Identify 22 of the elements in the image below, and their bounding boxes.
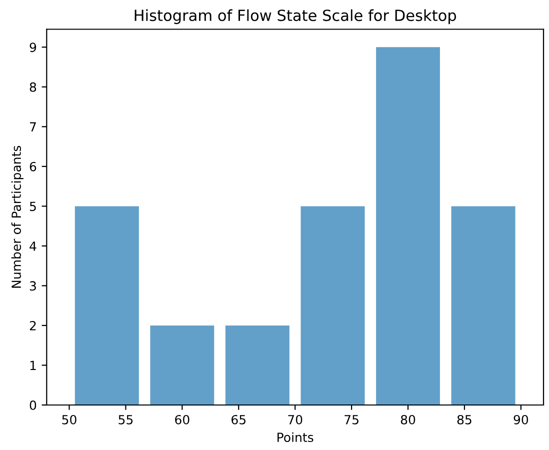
y-tick-label: 6 <box>30 162 36 172</box>
chart-title: Histogram of Flow State Scale for Desktop <box>134 9 456 24</box>
y-tick-label: 1 <box>30 360 36 370</box>
y-tick-label: 0 <box>30 400 36 410</box>
y-tick-label: 2 <box>30 320 36 330</box>
x-axis-title: Points <box>278 432 314 442</box>
x-tick-label: 50 <box>62 414 76 424</box>
y-tick-label: 9 <box>30 42 36 52</box>
y-tick-label: 7 <box>30 122 36 132</box>
x-tick-label: 70 <box>288 414 302 424</box>
x-tick-label: 85 <box>457 414 472 424</box>
y-tick-label: 3 <box>30 281 36 291</box>
y-tick-label: 8 <box>30 82 36 92</box>
x-tick-label: 55 <box>118 415 133 424</box>
x-tick-label: 75 <box>344 415 358 424</box>
x-tick-label: 65 <box>232 414 246 424</box>
y-tick-label: 5 <box>30 202 36 212</box>
y-tick-label: 4 <box>30 242 36 251</box>
y-axis-title: Number of Participants <box>11 146 24 288</box>
x-tick-label: 90 <box>514 414 528 424</box>
x-tick-label: 60 <box>175 414 190 424</box>
x-tick-label: 80 <box>400 414 416 424</box>
